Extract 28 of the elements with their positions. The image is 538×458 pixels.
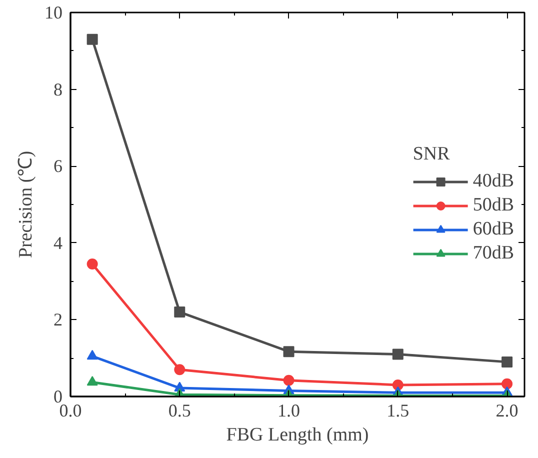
point (502, 356, 513, 368)
point (86, 376, 98, 386)
legend-label: 60dB (472, 218, 514, 240)
point (392, 348, 404, 360)
x-tick-label: 2.0 (496, 400, 518, 420)
point (174, 364, 186, 376)
legend-label: 40dB (472, 170, 514, 192)
y-tick-label: 0 (54, 386, 62, 406)
point (283, 374, 294, 386)
point (502, 378, 513, 390)
point (86, 258, 98, 270)
legend-label: 70dB (472, 242, 514, 264)
y-tick-label: 8 (54, 79, 62, 100)
y-tick-label: 10 (44, 2, 62, 22)
y-tick-label: 6 (54, 156, 62, 176)
legend-title: SNR (412, 144, 451, 166)
point (174, 306, 186, 318)
y-tick-label: 4 (54, 232, 62, 253)
x-tick-label: 1.5 (386, 400, 410, 420)
x-tick-label: 0.5 (168, 400, 191, 420)
legend-label: 50dB (472, 194, 514, 216)
y-axis-title: Precision (℃) (16, 150, 36, 258)
point (86, 350, 98, 360)
x-axis-title: FBG Length (mm) (226, 424, 369, 446)
point (86, 34, 98, 45)
point (283, 346, 294, 358)
x-tick-label: 1.0 (278, 400, 300, 420)
y-tick-label: 2 (54, 310, 62, 330)
